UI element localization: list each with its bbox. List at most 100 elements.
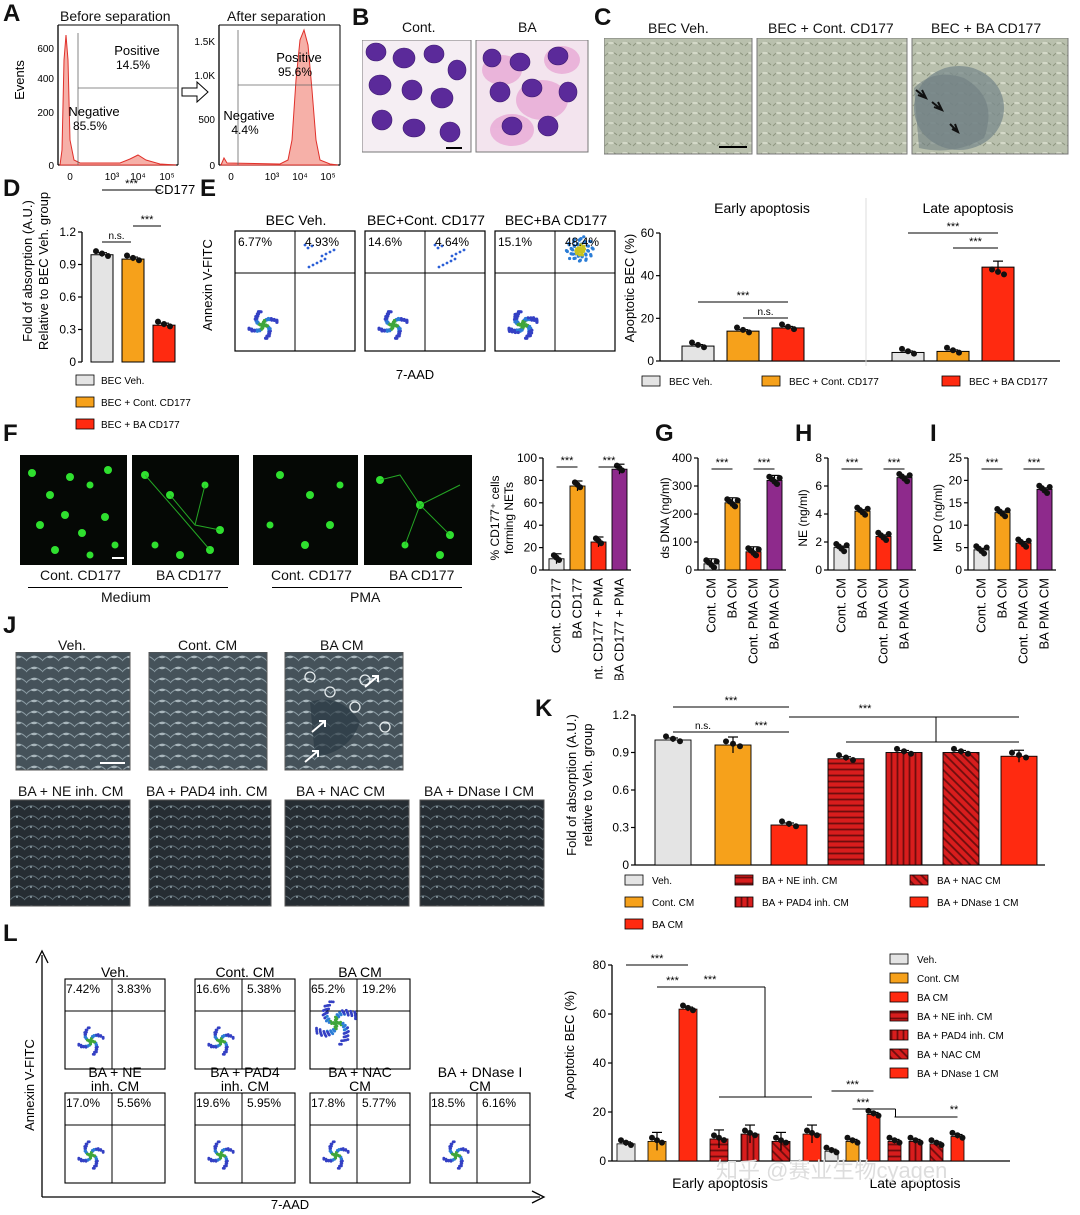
panel-d-ytick-label: 0.9 — [59, 258, 76, 272]
panel-k-data-point — [843, 754, 849, 761]
panel-l-flow-event — [324, 1034, 328, 1038]
panel-l-flow-title: inh. CM — [221, 1078, 269, 1094]
panel-l-flow-event — [93, 1154, 97, 1158]
panel-l-flow-event — [324, 1159, 328, 1163]
panel-k-data-point — [730, 740, 736, 747]
panel-h-category-label: BA PMA CM — [897, 578, 912, 650]
panel-e-flow-event — [253, 317, 257, 321]
panel-l-flow-event — [353, 1010, 357, 1014]
panel-k-data-point — [670, 735, 676, 742]
panel-f-img-label: BA CD177 — [156, 567, 222, 583]
panel-l-flow-event — [455, 1149, 459, 1152]
panel-l-sig: *** — [666, 975, 680, 987]
panel-e-flow-event — [575, 243, 580, 247]
panel-i-category-label: Cont. CM — [974, 578, 989, 633]
panel-i-data-point — [1004, 507, 1011, 514]
panel-h-ylabel: NE (ng/ml) — [796, 489, 810, 546]
panel-e-flow-event — [399, 316, 403, 321]
panel-l-flow-box — [64, 978, 166, 1070]
panel-f-group-medium: Medium — [101, 589, 151, 605]
panel-g-data-point — [753, 552, 760, 559]
panel-l-flow-event — [89, 1038, 93, 1042]
panel-g-category-label: BA PMA CM — [767, 578, 782, 650]
panel-l-flow-event — [229, 1034, 233, 1037]
panel-h-ytick-label: 0 — [815, 563, 822, 577]
panel-g-ytick-label: 100 — [672, 535, 692, 549]
panel-l-flow-event — [95, 1162, 99, 1165]
panel-l-flow-event — [89, 1042, 93, 1046]
panel-l-flow-event — [223, 1154, 227, 1158]
panel-l-data-point — [938, 1142, 945, 1149]
panel-l-flow-ul: 65.2% — [311, 982, 345, 996]
panel-l-flow-event — [349, 1009, 353, 1013]
panel-l-group-title: Early apoptosis — [672, 1175, 768, 1191]
panel-l-flow-event — [338, 1011, 341, 1015]
panel-k-ylabel-1: Fold of absorption (A.U.) — [564, 714, 579, 856]
panel-l-flow-event — [94, 1147, 98, 1151]
panel-e-flow-event — [577, 238, 581, 242]
panel-l-flow-event — [339, 1042, 343, 1046]
panel-l-flow-event — [460, 1162, 464, 1165]
panel-f-ytick-label: 80 — [524, 473, 538, 487]
panel-k-legend-swatch — [734, 874, 754, 886]
panel-l-flow-event — [209, 1159, 213, 1163]
panel-l-flow-event — [219, 1038, 223, 1042]
panel-a-xlabel: CD177 — [155, 182, 195, 195]
panel-e-flow-event — [510, 330, 514, 334]
panel-a-left-xtick: 10⁵ — [159, 172, 174, 183]
panel-l-flow-plots: Annexin V-FITC 7-AAD Veh.7.42% 3.83% Cont.… — [22, 949, 546, 1212]
panel-e-flow-event — [398, 329, 402, 333]
panel-f-ylabel-2: forming NETs — [502, 482, 516, 554]
panel-l-flow-event — [334, 1152, 338, 1156]
panel-i-data-point — [1025, 537, 1032, 544]
panel-l-flow-event — [226, 1159, 229, 1163]
panel-e-flow-event — [377, 327, 381, 331]
panel-l-flow-event — [315, 1031, 319, 1035]
panel-g-sig: *** — [716, 457, 730, 469]
panel-l-flow-title: CM — [349, 1078, 371, 1094]
panel-d-data-point — [93, 248, 99, 255]
panel-f-net-images — [20, 455, 472, 565]
panel-g-category-label: Cont. PMA CM — [746, 578, 761, 664]
panel-l-data-point — [623, 1139, 629, 1146]
panel-l-flow-event — [339, 1020, 343, 1024]
panel-l-legend-label: BA + PAD4 inh. CM — [917, 1031, 1004, 1042]
panel-l-flow-event — [334, 1156, 338, 1160]
panel-e-flow-event — [258, 329, 262, 333]
panel-e-flow-event — [380, 329, 384, 333]
panel-a-right-negative-pct: 4.4% — [231, 123, 259, 137]
panel-l-flow-event — [99, 1034, 103, 1037]
panel-l-data-point — [716, 1134, 722, 1141]
panel-c-title-ba: BEC + BA CD177 — [931, 20, 1042, 36]
panel-l-flow-event — [83, 1031, 87, 1034]
panel-l-flow-event — [346, 1026, 350, 1030]
panel-e-flow-title: BEC Veh. — [266, 212, 327, 228]
panel-l-flow-event — [213, 1147, 217, 1151]
panel-j-title: Cont. CM — [178, 637, 238, 653]
panel-l-flow-event — [213, 1035, 217, 1039]
panel-a-arrow-icon — [181, 80, 209, 104]
panel-l-flow-event — [96, 1147, 100, 1150]
panel-e-flow-event — [531, 316, 536, 320]
panel-e-flow-event — [383, 317, 387, 321]
panel-i-data-point — [1002, 513, 1009, 520]
panel-e-flow-event — [437, 265, 441, 269]
panel-l-flow-event — [84, 1028, 88, 1032]
panel-l-flow-event — [94, 1033, 98, 1037]
panel-l-flow-ul: 7.42% — [66, 982, 100, 996]
panel-e-flow-event — [516, 323, 520, 327]
panel-l-flow-event — [79, 1045, 83, 1049]
panel-l-flow-event — [329, 1159, 333, 1163]
panel-k-data-point — [850, 756, 856, 763]
panel-e-flow-event — [328, 250, 332, 254]
panel-l-legend-swatch — [889, 1048, 909, 1060]
panel-l-flow-event — [217, 1153, 221, 1157]
panel-a-right-ytick: 1.0K — [194, 71, 215, 82]
panel-l-sig: *** — [651, 953, 665, 965]
panel-f-sig: *** — [561, 455, 575, 467]
panel-l-flow-event — [207, 1157, 211, 1161]
panel-e-flow-event — [582, 240, 586, 244]
panel-e-flow-event — [405, 318, 409, 322]
panel-l-data-point — [896, 1139, 903, 1146]
panel-a-right-xtick: 0 — [228, 172, 234, 183]
